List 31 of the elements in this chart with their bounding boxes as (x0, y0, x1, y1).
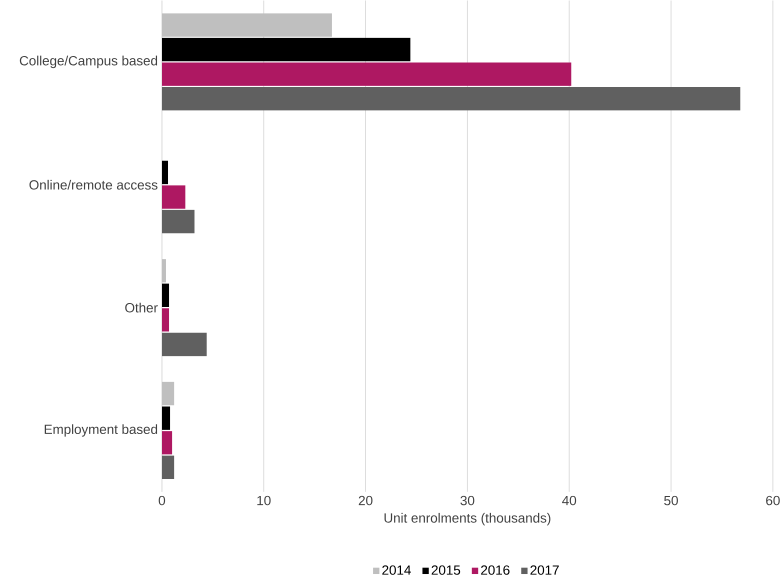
bar (162, 87, 740, 110)
bar (162, 62, 572, 86)
x-tick-label: 20 (358, 496, 372, 506)
bar (162, 456, 174, 480)
bar (162, 382, 174, 406)
legend-label: 2014 (382, 565, 411, 575)
bar (162, 210, 194, 234)
y-tick-label: Employment based (44, 424, 158, 437)
bar (162, 284, 170, 308)
bar (162, 38, 410, 62)
x-tick-label: 50 (664, 496, 678, 506)
bar (162, 431, 172, 455)
x-tick-label: 30 (460, 496, 474, 506)
x-tick-label: 60 (766, 496, 780, 506)
legend-label: 2015 (432, 565, 460, 575)
y-tick-label: College/Campus based (20, 56, 158, 68)
bar (162, 185, 186, 209)
bar (162, 308, 170, 332)
legend-label: 2016 (481, 565, 510, 575)
legend-label: 2017 (530, 565, 559, 575)
y-tick-label: Online/remote access (29, 180, 158, 190)
bar (162, 160, 168, 184)
bar (162, 406, 170, 430)
bar (162, 259, 166, 283)
x-axis-title: Unit enrolments (thousands) (384, 513, 550, 526)
x-tick-label: 10 (257, 496, 271, 506)
bar (162, 13, 332, 37)
y-tick-label: Other (125, 302, 158, 313)
x-tick-label: 40 (562, 496, 576, 506)
bar (162, 332, 207, 356)
x-tick-label: 0 (158, 496, 166, 506)
